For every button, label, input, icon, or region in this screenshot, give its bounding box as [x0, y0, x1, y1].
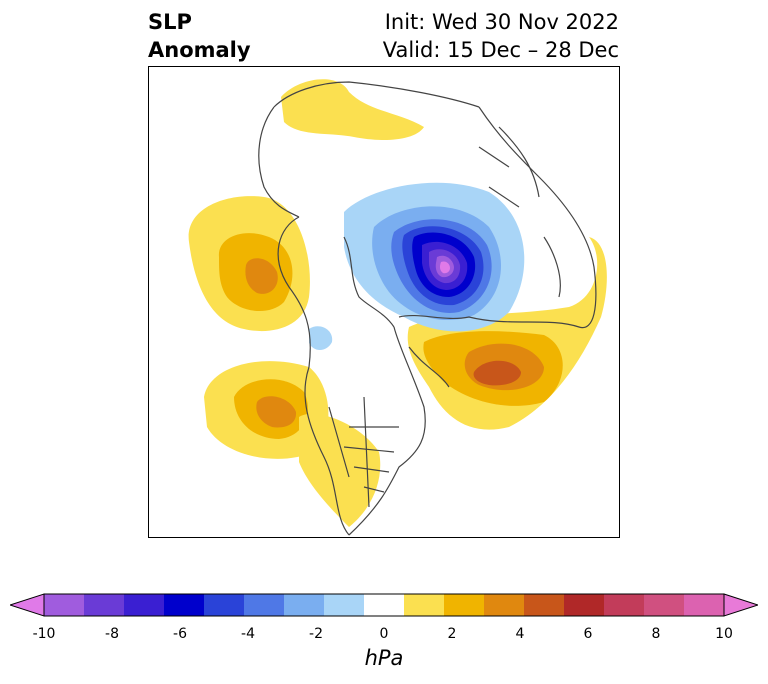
colorbar-bin: [404, 594, 445, 616]
negative-anomaly-arctic: [344, 182, 525, 332]
colorbar-bin: [124, 594, 165, 616]
map-dates: Init: Wed 30 Nov 2022 Valid: 15 Dec – 28…: [383, 8, 619, 64]
slp-anomaly-map: [188, 79, 607, 536]
colorbar-tick-label: 10: [715, 626, 733, 642]
colorbar-tick-label: 4: [515, 626, 525, 642]
colorbar-tick-label: -6: [173, 626, 187, 642]
colorbar: [10, 593, 758, 617]
colorbar-tick-label: 6: [583, 626, 593, 642]
colorbar-bin: [684, 594, 725, 616]
colorbar-bin: [44, 594, 85, 616]
colorbar-bin: [444, 594, 485, 616]
positive-anomaly-siberia: [281, 79, 424, 140]
colorbar-bin: [284, 594, 325, 616]
positive-anomaly-pacific: [188, 196, 310, 332]
colorbar-tick-label: -2: [309, 626, 323, 642]
colorbar-extend-high: [723, 593, 758, 617]
colorbar-tick-label: -10: [32, 626, 56, 642]
colorbar-bin: [644, 594, 685, 616]
positive-anomaly-usa: [299, 413, 381, 527]
colorbar-tick-label: 2: [447, 626, 457, 642]
negative-anomaly-alaska: [309, 326, 333, 351]
colorbar-tick-label: -4: [241, 626, 255, 642]
colorbar-bin: [524, 594, 565, 616]
colorbar-bin: [244, 594, 285, 616]
map-title: SLP Anomaly: [148, 8, 251, 64]
positive-anomaly-atlantic: [407, 237, 607, 430]
coastlines: [258, 81, 597, 536]
colorbar-extend-low: [10, 593, 45, 617]
colorbar-bin: [604, 594, 645, 616]
colorbar-bin: [484, 594, 525, 616]
colorbar-bin: [324, 594, 365, 616]
colorbar-bin: [204, 594, 245, 616]
colorbar-tick-label: 8: [651, 626, 661, 642]
title-anomaly: Anomaly: [148, 38, 251, 62]
colorbar-tick-label: 0: [379, 626, 389, 642]
colorbar-unit-label: hPa: [364, 646, 404, 670]
init-date: Init: Wed 30 Nov 2022: [384, 10, 619, 34]
map-panel: [148, 66, 620, 538]
colorbar-frame: [43, 593, 725, 617]
colorbar-bin: [84, 594, 125, 616]
positive-anomaly-northeast-pacific: [204, 361, 329, 459]
title-variable: SLP: [148, 10, 192, 34]
valid-range: Valid: 15 Dec – 28 Dec: [382, 38, 619, 62]
colorbar-bin: [364, 594, 405, 616]
colorbar-tick-label: -8: [105, 626, 119, 642]
colorbar-bin: [564, 594, 605, 616]
colorbar-bin: [164, 594, 205, 616]
